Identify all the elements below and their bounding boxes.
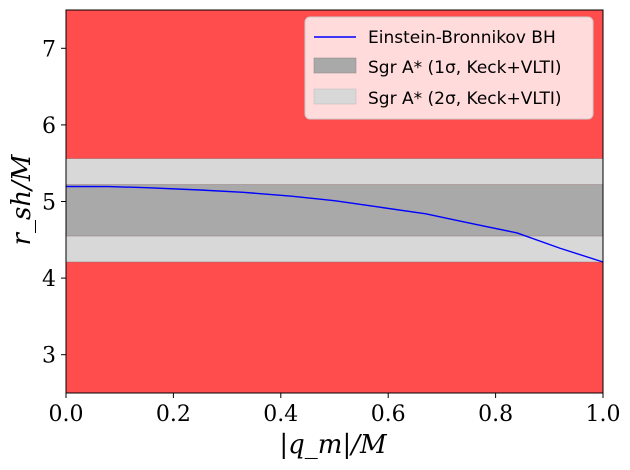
y-axis-label: r_sh/M xyxy=(7,153,37,245)
x-tick-label: 0.2 xyxy=(156,402,191,427)
x-tick-label: 0.8 xyxy=(478,402,513,427)
y-tick-label: 3 xyxy=(42,344,56,369)
legend-label-2sigma: Sgr A* (2σ, Keck+VLTI) xyxy=(368,89,562,109)
legend-patch-2sigma xyxy=(313,88,357,105)
y-tick-label: 6 xyxy=(42,114,56,139)
band-1sigma xyxy=(66,184,603,236)
legend-patch-1sigma xyxy=(313,57,357,74)
x-tick-label: 0.0 xyxy=(49,402,84,427)
axis-ticks: 0.0 0.2 0.4 0.6 0.8 1.0 3 4 5 6 7 xyxy=(42,37,621,427)
legend-box xyxy=(304,16,594,120)
y-tick-label: 5 xyxy=(42,191,56,216)
x-tick-label: 1.0 xyxy=(586,402,621,427)
x-axis-label: |q_m|/M xyxy=(279,430,388,460)
x-tick-label: 0.4 xyxy=(263,402,298,427)
legend: Einstein-Bronnikov BH Sgr A* (1σ, Keck+V… xyxy=(304,16,594,120)
x-tick-label: 0.6 xyxy=(371,402,406,427)
y-tick-label: 7 xyxy=(42,37,56,62)
legend-label-eb-bh: Einstein-Bronnikov BH xyxy=(368,28,556,48)
legend-label-1sigma: Sgr A* (1σ, Keck+VLTI) xyxy=(368,58,562,78)
y-tick-label: 4 xyxy=(42,267,56,292)
